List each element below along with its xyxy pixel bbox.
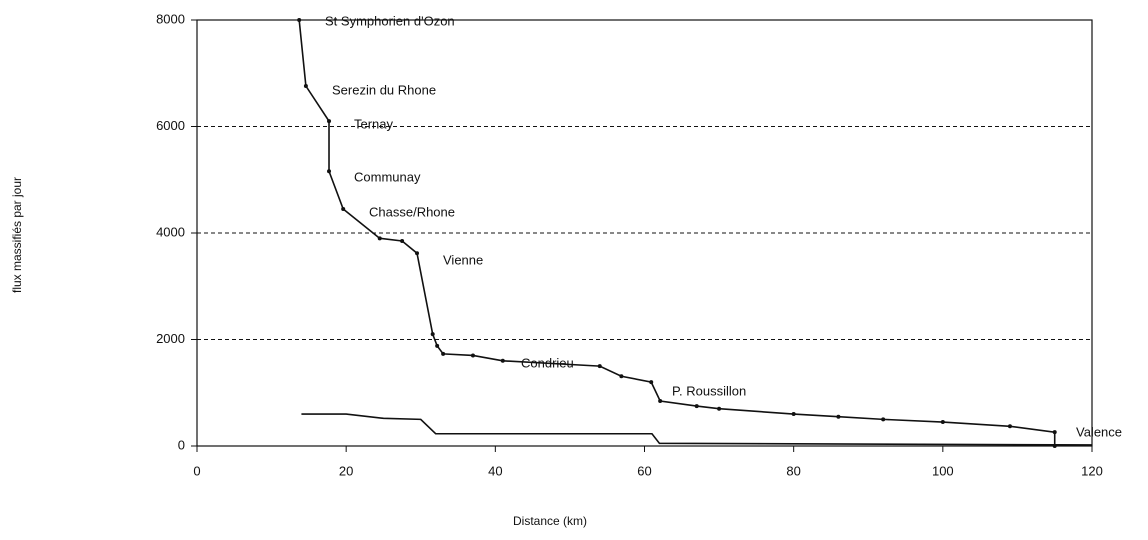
annotation: Ternay <box>354 116 394 131</box>
x-tick-label: 0 <box>193 463 200 478</box>
y-axis-label: flux massifiés par jour <box>10 177 24 293</box>
annotation: Vienne <box>443 252 483 267</box>
y-tick-label: 2000 <box>156 331 185 346</box>
point <box>597 364 602 369</box>
x-tick-label: 40 <box>488 463 502 478</box>
point <box>470 353 475 358</box>
annotation: Valence <box>1076 424 1122 439</box>
x-tick-label: 20 <box>339 463 353 478</box>
x-axis-label: Distance (km) <box>513 514 587 528</box>
point <box>658 399 663 404</box>
point <box>435 343 440 348</box>
point <box>297 18 302 22</box>
point <box>881 417 886 422</box>
annotation: P. Roussillon <box>672 383 746 398</box>
point <box>400 238 405 243</box>
point <box>377 236 382 241</box>
point <box>500 358 505 363</box>
point <box>327 119 332 124</box>
series-line <box>301 413 1093 446</box>
point <box>717 406 722 411</box>
x-tick-label: 120 <box>1081 463 1103 478</box>
x-tick-label: 60 <box>637 463 651 478</box>
point <box>303 84 308 89</box>
point <box>327 169 332 174</box>
series-line <box>298 19 1056 446</box>
annotation: Condrieu <box>521 355 574 370</box>
point <box>619 374 624 379</box>
point <box>441 351 446 356</box>
y-tick-label: 8000 <box>156 11 185 26</box>
annotation: St Symphorien d'Ozon <box>325 13 455 28</box>
point <box>836 414 841 419</box>
point <box>940 420 945 425</box>
x-tick-label: 100 <box>932 463 954 478</box>
point <box>791 412 796 417</box>
point <box>649 380 654 385</box>
point <box>430 332 435 337</box>
point <box>415 251 420 256</box>
y-tick-label: 4000 <box>156 224 185 239</box>
point <box>1007 424 1012 429</box>
annotation: Serezin du Rhone <box>332 82 436 97</box>
y-tick-label: 6000 <box>156 118 185 133</box>
point <box>694 404 699 409</box>
annotation: Chasse/Rhone <box>369 204 455 219</box>
x-tick-label: 80 <box>786 463 800 478</box>
plot-frame <box>196 19 1093 447</box>
point <box>1052 430 1057 435</box>
point <box>341 207 346 212</box>
y-tick-label: 0 <box>178 437 185 452</box>
annotation: Communay <box>354 169 421 184</box>
